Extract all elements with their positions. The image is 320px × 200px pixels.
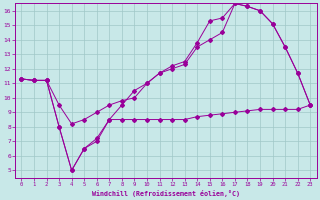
X-axis label: Windchill (Refroidissement éolien,°C): Windchill (Refroidissement éolien,°C) — [92, 190, 240, 197]
